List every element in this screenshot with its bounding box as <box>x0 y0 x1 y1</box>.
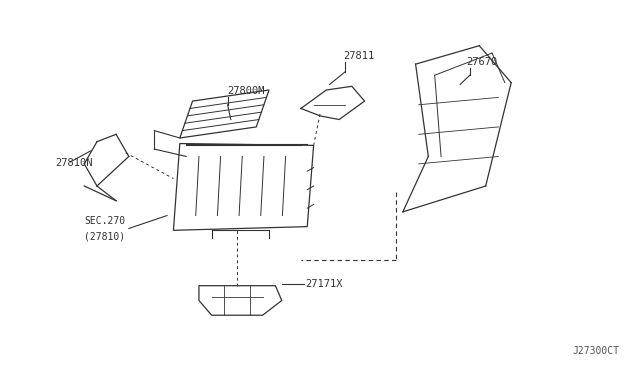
Text: 27171X: 27171X <box>305 279 343 289</box>
Text: SEC.270: SEC.270 <box>84 215 125 225</box>
Text: 27800M: 27800M <box>228 86 265 96</box>
Text: 27811: 27811 <box>343 51 374 61</box>
Text: 27810N: 27810N <box>56 158 93 168</box>
Text: (27810): (27810) <box>84 231 125 241</box>
Text: J27300CT: J27300CT <box>573 346 620 356</box>
Text: 27670: 27670 <box>467 57 498 67</box>
